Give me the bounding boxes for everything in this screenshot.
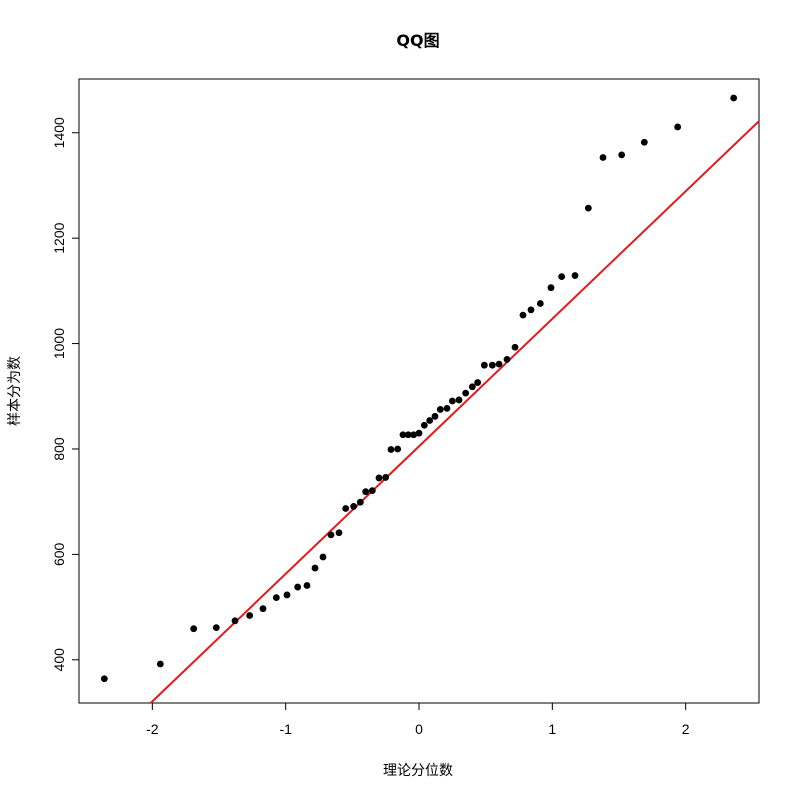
- data-point: [571, 272, 579, 279]
- data-point: [272, 594, 280, 601]
- data-point: [368, 487, 376, 495]
- data-point: [303, 582, 311, 589]
- x-tick-label: 1: [548, 721, 556, 737]
- data-point: [246, 612, 254, 619]
- data-point: [387, 446, 395, 453]
- data-point: [350, 503, 358, 510]
- data-point: [100, 675, 108, 683]
- data-point: [455, 396, 463, 404]
- data-point: [319, 553, 327, 561]
- y-tick-label: 1000: [51, 328, 67, 359]
- data-point: [356, 498, 364, 506]
- x-tick-label: -1: [279, 721, 292, 737]
- y-axis: 400 600 800 1000 1200 1400: [51, 117, 79, 671]
- data-point: [443, 404, 451, 412]
- y-tick-label: 800: [51, 437, 67, 461]
- reference-line-layer: [149, 120, 760, 704]
- x-tick-label: 2: [682, 721, 690, 737]
- y-axis-label: 样本分为数: [7, 356, 23, 426]
- y-tick-label: 1200: [51, 222, 67, 253]
- data-point: [558, 273, 566, 281]
- y-tick-label: 1400: [51, 117, 67, 148]
- data-point: [436, 406, 444, 413]
- data-point: [156, 660, 164, 668]
- data-point: [294, 583, 302, 591]
- data-point: [474, 379, 482, 386]
- data-point: [448, 397, 456, 405]
- data-point: [394, 445, 402, 453]
- data-point: [382, 474, 390, 481]
- data-point: [231, 617, 239, 625]
- data-point: [399, 431, 407, 439]
- y-tick-label: 600: [51, 542, 67, 566]
- data-point: [404, 431, 412, 439]
- data-point: [426, 417, 434, 424]
- data-point: [480, 361, 488, 369]
- data-point: [519, 311, 527, 319]
- data-point: [420, 421, 428, 429]
- data-point: [503, 355, 511, 363]
- data-point: [488, 361, 496, 369]
- x-axis-label: 理论分位数: [383, 763, 453, 779]
- data-point: [335, 529, 343, 537]
- reference-line: [149, 120, 760, 704]
- data-point: [547, 284, 555, 292]
- data-point: [259, 605, 267, 613]
- data-point: [212, 624, 220, 632]
- points-layer: [100, 94, 738, 683]
- data-point: [431, 412, 439, 420]
- plot-frame: [78, 78, 760, 704]
- data-point: [674, 123, 682, 131]
- data-point: [495, 360, 503, 368]
- data-point: [536, 300, 544, 307]
- data-point: [640, 138, 648, 146]
- data-point: [730, 94, 738, 102]
- chart-title: QQ图: [396, 31, 439, 50]
- data-point: [462, 389, 470, 397]
- data-point: [468, 383, 476, 391]
- data-point: [618, 151, 626, 159]
- data-point: [342, 505, 350, 512]
- x-axis: -2 -1 0 1 2: [146, 703, 690, 737]
- data-point: [584, 204, 592, 212]
- data-point: [415, 429, 423, 437]
- data-point: [410, 431, 418, 439]
- data-point: [511, 343, 519, 351]
- data-point: [375, 474, 383, 482]
- data-point: [362, 488, 370, 496]
- data-point: [283, 591, 291, 599]
- data-point: [599, 154, 607, 161]
- data-point: [327, 531, 335, 539]
- data-point: [311, 564, 319, 572]
- x-tick-label: 0: [415, 721, 423, 737]
- data-point: [190, 625, 198, 633]
- data-point: [527, 306, 535, 314]
- y-tick-label: 400: [51, 648, 67, 672]
- x-tick-label: -2: [146, 721, 159, 737]
